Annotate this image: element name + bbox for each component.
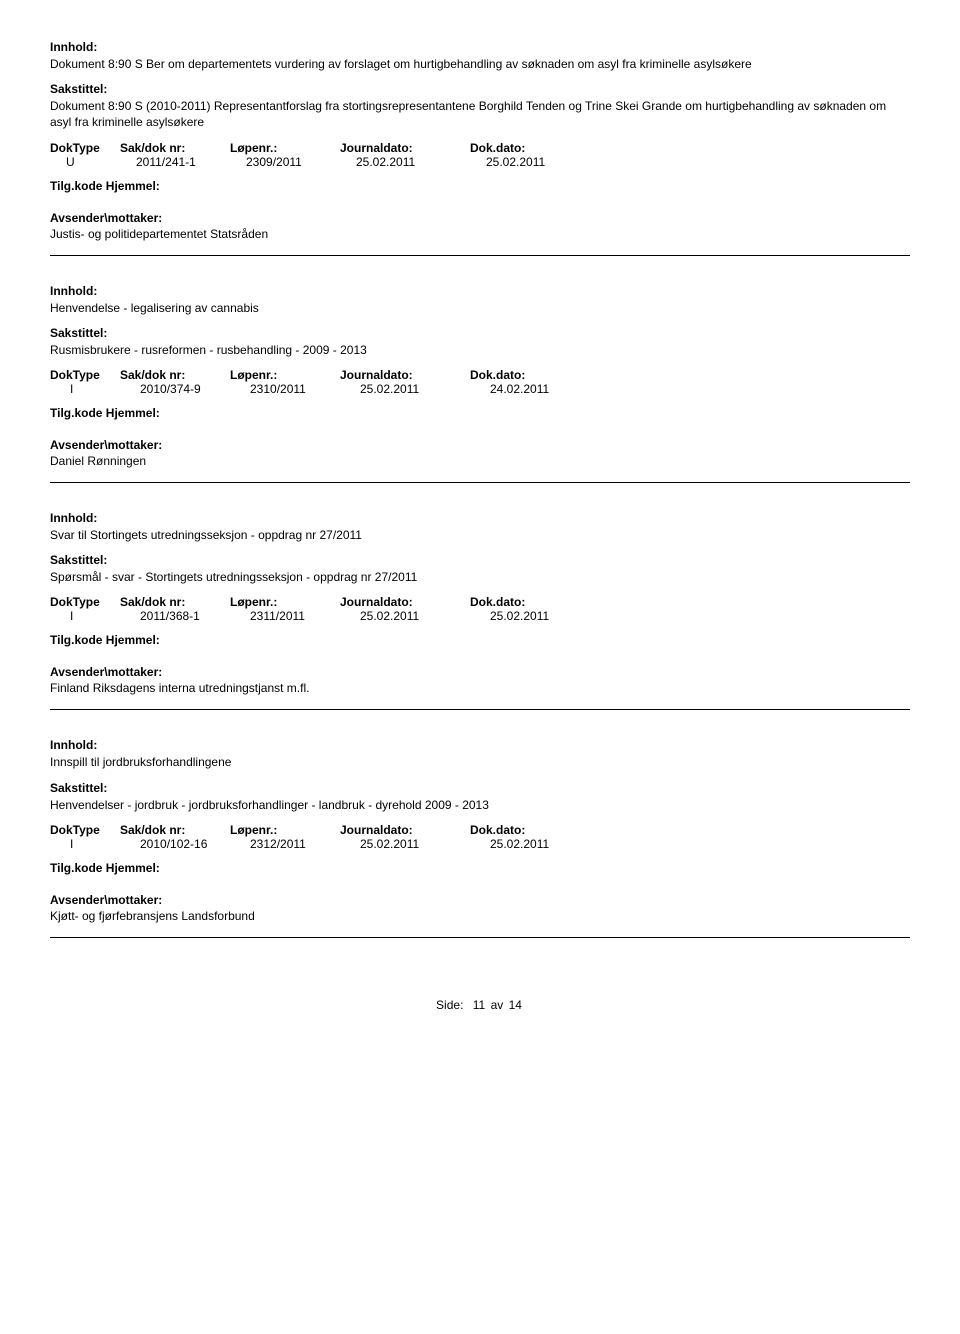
sakstittel-text: Spørsmål - svar - Stortingets utrednings… [50, 569, 910, 585]
dokdato-header: Dok.dato: [470, 595, 600, 609]
dokdato-value: 25.02.2011 [490, 609, 620, 623]
lopenr-header: Løpenr.: [230, 141, 340, 155]
avsender-value: Finland Riksdagens interna utredningstja… [50, 681, 910, 695]
sakstittel-label: Sakstittel: [50, 82, 910, 96]
innhold-label: Innhold: [50, 511, 910, 525]
journaldato-value: 25.02.2011 [360, 382, 490, 396]
avsender-label: Avsender\mottaker: [50, 438, 910, 452]
row-data: I 2010/102-16 2312/2011 25.02.2011 25.02… [50, 837, 910, 851]
journaldato-value: 25.02.2011 [360, 609, 490, 623]
sakstittel-text: Dokument 8:90 S (2010-2011) Representant… [50, 98, 910, 130]
journaldato-header: Journaldato: [340, 595, 470, 609]
innhold-text: Innspill til jordbruksforhandlingene [50, 754, 910, 770]
innhold-label: Innhold: [50, 738, 910, 752]
avsender-value: Daniel Rønningen [50, 454, 910, 468]
sakstittel-label: Sakstittel: [50, 553, 910, 567]
sakstittel-text: Henvendelser - jordbruk - jordbruksforha… [50, 797, 910, 813]
row-data: I 2010/374-9 2310/2011 25.02.2011 24.02.… [50, 382, 910, 396]
record-divider [50, 255, 910, 256]
journaldato-header: Journaldato: [340, 368, 470, 382]
lopenr-header: Løpenr.: [230, 595, 340, 609]
dokdato-value: 24.02.2011 [490, 382, 620, 396]
dokdato-header: Dok.dato: [470, 141, 600, 155]
journal-record: Innhold: Svar til Stortingets utrednings… [50, 511, 910, 710]
page-number: 11 [473, 998, 485, 1012]
avsender-value: Justis- og politidepartementet Statsråde… [50, 227, 910, 241]
dokdato-value: 25.02.2011 [490, 837, 620, 851]
sakstittel-text: Rusmisbrukere - rusreformen - rusbehandl… [50, 342, 910, 358]
row-header: DokType Sak/dok nr: Løpenr.: Journaldato… [50, 823, 910, 837]
lopenr-value: 2311/2011 [250, 609, 360, 623]
doktype-value: I [50, 609, 140, 623]
record-divider [50, 937, 910, 938]
row-header: DokType Sak/dok nr: Løpenr.: Journaldato… [50, 141, 910, 155]
side-label: Side: [436, 998, 463, 1012]
innhold-text: Dokument 8:90 S Ber om departementets vu… [50, 56, 910, 72]
sakdok-value: 2010/102-16 [140, 837, 250, 851]
dokdato-header: Dok.dato: [470, 368, 600, 382]
av-label: av [491, 998, 504, 1012]
dokdato-header: Dok.dato: [470, 823, 600, 837]
innhold-text: Svar til Stortingets utredningsseksjon -… [50, 527, 910, 543]
dokdato-value: 25.02.2011 [486, 155, 616, 169]
doktype-header: DokType [50, 595, 120, 609]
journaldato-value: 25.02.2011 [360, 837, 490, 851]
sakdok-value: 2011/368-1 [140, 609, 250, 623]
row-data: I 2011/368-1 2311/2011 25.02.2011 25.02.… [50, 609, 910, 623]
doktype-header: DokType [50, 823, 120, 837]
innhold-label: Innhold: [50, 284, 910, 298]
tilgkode-label: Tilg.kode Hjemmel: [50, 861, 910, 875]
journal-record: Innhold: Innspill til jordbruksforhandli… [50, 738, 910, 937]
sakdok-value: 2010/374-9 [140, 382, 250, 396]
doktype-header: DokType [50, 368, 120, 382]
journal-record: Innhold: Dokument 8:90 S Ber om departem… [50, 40, 910, 256]
tilgkode-label: Tilg.kode Hjemmel: [50, 179, 910, 193]
avsender-label: Avsender\mottaker: [50, 893, 910, 907]
journaldato-value: 25.02.2011 [356, 155, 486, 169]
tilgkode-label: Tilg.kode Hjemmel: [50, 633, 910, 647]
lopenr-header: Løpenr.: [230, 823, 340, 837]
tilgkode-label: Tilg.kode Hjemmel: [50, 406, 910, 420]
lopenr-header: Løpenr.: [230, 368, 340, 382]
sakdok-header: Sak/dok nr: [120, 141, 230, 155]
record-divider [50, 709, 910, 710]
lopenr-value: 2310/2011 [250, 382, 360, 396]
sakdok-header: Sak/dok nr: [120, 595, 230, 609]
sakdok-value: 2011/241-1 [136, 155, 246, 169]
doktype-header: DokType [50, 141, 120, 155]
total-pages: 14 [509, 998, 522, 1012]
row-header: DokType Sak/dok nr: Løpenr.: Journaldato… [50, 595, 910, 609]
journal-page: Innhold: Dokument 8:90 S Ber om departem… [0, 0, 960, 1052]
row-header: DokType Sak/dok nr: Løpenr.: Journaldato… [50, 368, 910, 382]
page-footer: Side: 11 av 14 [50, 998, 910, 1012]
journaldato-header: Journaldato: [340, 141, 470, 155]
journal-record: Innhold: Henvendelse - legalisering av c… [50, 284, 910, 483]
sakdok-header: Sak/dok nr: [120, 823, 230, 837]
doktype-value: I [50, 382, 140, 396]
innhold-text: Henvendelse - legalisering av cannabis [50, 300, 910, 316]
record-divider [50, 482, 910, 483]
avsender-label: Avsender\mottaker: [50, 211, 910, 225]
doktype-value: U [50, 155, 136, 169]
innhold-label: Innhold: [50, 40, 910, 54]
avsender-label: Avsender\mottaker: [50, 665, 910, 679]
lopenr-value: 2312/2011 [250, 837, 360, 851]
avsender-value: Kjøtt- og fjørfebransjens Landsforbund [50, 909, 910, 923]
row-data: U 2011/241-1 2309/2011 25.02.2011 25.02.… [50, 155, 910, 169]
sakstittel-label: Sakstittel: [50, 326, 910, 340]
sakstittel-label: Sakstittel: [50, 781, 910, 795]
lopenr-value: 2309/2011 [246, 155, 356, 169]
journaldato-header: Journaldato: [340, 823, 470, 837]
doktype-value: I [50, 837, 140, 851]
sakdok-header: Sak/dok nr: [120, 368, 230, 382]
